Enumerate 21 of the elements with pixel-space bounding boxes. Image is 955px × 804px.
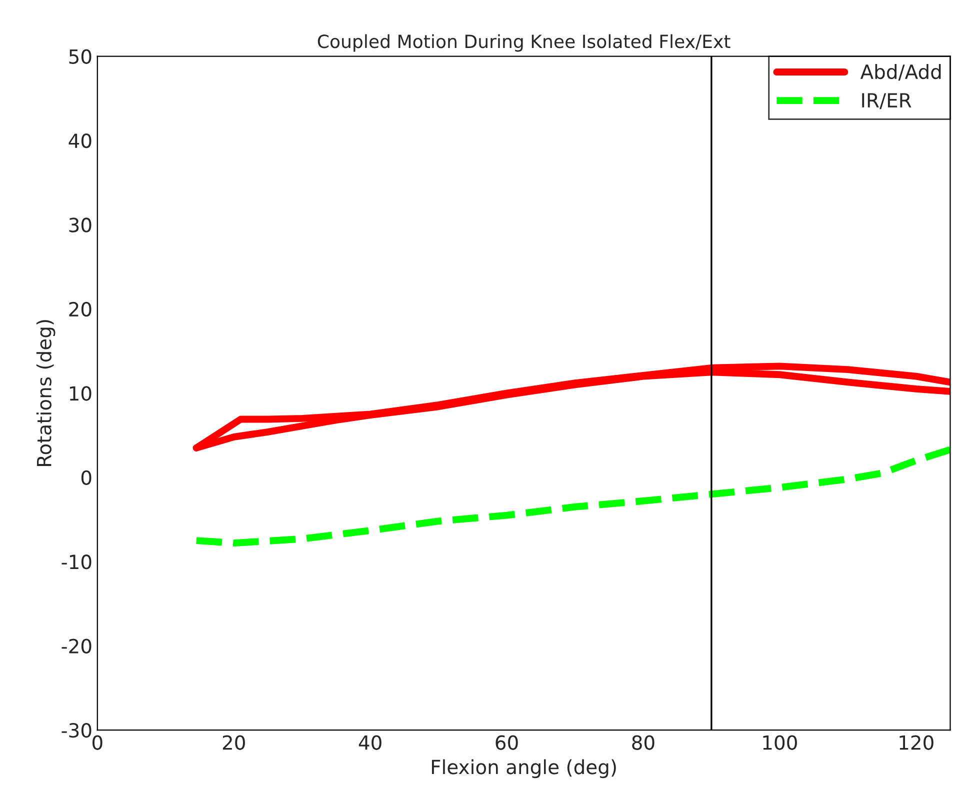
y-tick-label: 20 [69,302,92,317]
y-tick-label: 10 [70,386,92,401]
y-tick-label: -30 [62,722,92,738]
y-axis-title: Rotations (deg) [36,320,56,466]
x-tick-label: 80 [632,735,654,750]
x-tick-label: 120 [900,735,934,750]
chart-title: Coupled Motion During Knee Isolated Flex/Ext [318,34,730,52]
y-tick-label: 40 [68,133,92,148]
x-tick-label: 0 [92,735,102,750]
y-tick-label: -10 [62,554,92,570]
x-axis-title: Flexion angle (deg) [432,759,616,778]
y-tick-label: 50 [69,49,92,64]
x-tick-label: 40 [358,735,382,750]
legend-label: Abd/Add [860,64,941,81]
y-tick-label: 0 [81,470,92,486]
x-tick-label: 20 [222,735,245,750]
x-tick-label: 100 [763,735,797,750]
x-tick-label: 60 [496,735,518,750]
y-tick-label: -20 [62,638,92,654]
legend-label: IR/ER [862,93,912,110]
y-tick-label: 30 [69,218,92,232]
